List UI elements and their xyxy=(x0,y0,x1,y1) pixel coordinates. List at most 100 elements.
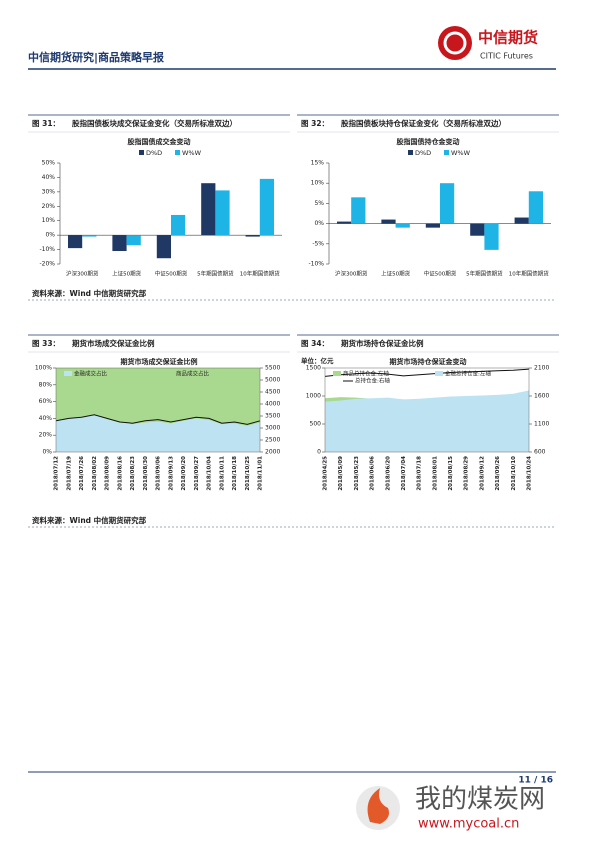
x-tick-label: 2018/10/18 xyxy=(232,456,238,491)
x-tick-label: 上证50期货 xyxy=(381,270,410,278)
legend-label: D%D xyxy=(146,149,162,157)
bar xyxy=(245,235,260,237)
figure-caption: 股指国债板块持仓保证金变化（交易所标准双边） xyxy=(341,118,506,128)
y-tick-label: 20% xyxy=(39,432,53,439)
source: 资料来源：Wind 中信期货研究部 xyxy=(32,515,147,525)
x-tick-label: 5年期国债期货 xyxy=(197,270,234,278)
y2-tick-label: 1600 xyxy=(534,393,549,400)
x-tick-label: 2018/05/23 xyxy=(354,456,360,491)
x-tick-label: 2018/11/01 xyxy=(258,456,264,491)
logo-mark xyxy=(438,26,472,60)
y-tick-label: -5% xyxy=(312,240,324,247)
figure-label: 图 32： xyxy=(301,119,329,128)
line xyxy=(324,368,530,377)
y-tick-label: 5% xyxy=(314,200,324,207)
bar xyxy=(425,223,440,228)
bar xyxy=(395,223,410,228)
x-tick-label: 2018/09/12 xyxy=(479,456,485,491)
x-tick-label: 2018/08/02 xyxy=(92,456,98,491)
y2-tick-label: 4500 xyxy=(265,389,280,396)
logo-en: CITIC Futures xyxy=(480,52,533,61)
y2-tick-label: 3500 xyxy=(265,413,280,420)
watermark-url: www.mycoal.cn xyxy=(418,817,519,832)
x-tick-label: 中证500期货 xyxy=(155,270,188,278)
bar xyxy=(112,235,127,252)
x-tick-label: 2018/06/06 xyxy=(370,456,376,491)
y-tick-label: 40% xyxy=(39,415,53,422)
x-tick-label: 2018/08/09 xyxy=(105,456,111,491)
chart-title: 股指国债持仓金变动 xyxy=(396,137,460,146)
x-tick-label: 2018/10/10 xyxy=(511,456,517,491)
y-tick-label: 0 xyxy=(317,449,321,456)
bar xyxy=(351,197,366,224)
chart-title: 期货市场成交保证金比例 xyxy=(121,357,198,366)
bar xyxy=(470,223,485,236)
y-tick-label: -20% xyxy=(39,261,55,268)
legend-swatch xyxy=(166,371,174,376)
x-tick-label: 2018/04/25 xyxy=(323,456,329,491)
watermark-text: 我的煤炭网 xyxy=(415,785,545,815)
x-tick-label: 2018/07/19 xyxy=(66,456,72,491)
y-axis-unit: 单位：亿元 xyxy=(301,356,334,365)
x-tick-label: 2018/09/27 xyxy=(194,456,200,491)
y-tick-label: 0% xyxy=(314,220,324,227)
legend-label: 金融总持仓金:左轴 xyxy=(445,370,491,378)
logo-ring xyxy=(443,31,467,55)
area xyxy=(56,368,260,426)
x-tick-label: 5年期国债期货 xyxy=(466,270,503,278)
y-tick-label: 60% xyxy=(39,398,53,405)
legend-swatch xyxy=(175,150,180,155)
x-tick-label: 2018/08/29 xyxy=(464,456,470,491)
bar xyxy=(215,190,230,236)
legend-label: 金融成交占比 xyxy=(74,370,108,378)
plot-frame xyxy=(324,367,530,453)
y-tick-label: 500 xyxy=(310,421,322,428)
legend-swatch xyxy=(408,150,413,155)
x-tick-label: 2018/07/18 xyxy=(417,456,423,491)
source: 资料来源：Wind 中信期货研究部 xyxy=(32,288,147,298)
x-tick-label: 2018/09/06 xyxy=(156,456,162,491)
chart-title: 期货市场持仓保证金变动 xyxy=(390,357,467,366)
y-tick-label: 20% xyxy=(42,203,56,210)
figure-label: 图 31： xyxy=(32,119,60,128)
y-tick-label: 1000 xyxy=(306,393,321,400)
bar xyxy=(171,214,186,236)
legend-label: W%W xyxy=(451,149,471,157)
bar xyxy=(484,223,499,250)
x-tick-label: 2018/06/20 xyxy=(385,456,391,491)
legend-swatch xyxy=(435,371,443,376)
x-tick-label: 沪深300期货 xyxy=(66,270,99,278)
figure-caption: 期货市场成交保证金比例 xyxy=(72,338,155,348)
y2-tick-label: 2000 xyxy=(265,449,280,456)
bar xyxy=(201,183,216,236)
legend-label: W%W xyxy=(182,149,202,157)
y-tick-label: 15% xyxy=(311,160,325,167)
x-tick-label: 2018/08/16 xyxy=(117,456,123,491)
x-tick-label: 2018/08/01 xyxy=(432,456,438,491)
x-tick-label: 2018/10/04 xyxy=(207,456,213,491)
x-tick-label: 2018/07/26 xyxy=(79,456,85,491)
y-tick-label: 40% xyxy=(42,174,56,181)
y-tick-label: 50% xyxy=(42,160,56,167)
y2-tick-label: 5500 xyxy=(265,365,280,372)
y-tick-label: 30% xyxy=(42,188,56,195)
plot-frame xyxy=(55,367,261,453)
x-tick-label: 2018/10/24 xyxy=(527,456,533,491)
bar xyxy=(259,178,275,236)
legend-swatch xyxy=(64,371,72,376)
bar xyxy=(381,219,396,224)
x-tick-label: 2018/08/30 xyxy=(143,456,149,491)
bar xyxy=(514,217,529,224)
y2-tick-label: 3000 xyxy=(265,425,280,432)
chart-title: 股指国债成交金变动 xyxy=(127,137,191,146)
legend-swatch xyxy=(139,150,144,155)
y2-tick-label: 2500 xyxy=(265,437,280,444)
x-tick-label: 10年期国债期货 xyxy=(240,270,280,278)
area xyxy=(325,390,529,452)
header-title: 中信期货研究|商品策略早报 xyxy=(28,50,165,64)
y-tick-label: 80% xyxy=(39,381,53,388)
x-tick-label: 沪深300期货 xyxy=(335,270,368,278)
y2-tick-label: 2100 xyxy=(534,365,549,372)
y-tick-label: 10% xyxy=(311,180,325,187)
